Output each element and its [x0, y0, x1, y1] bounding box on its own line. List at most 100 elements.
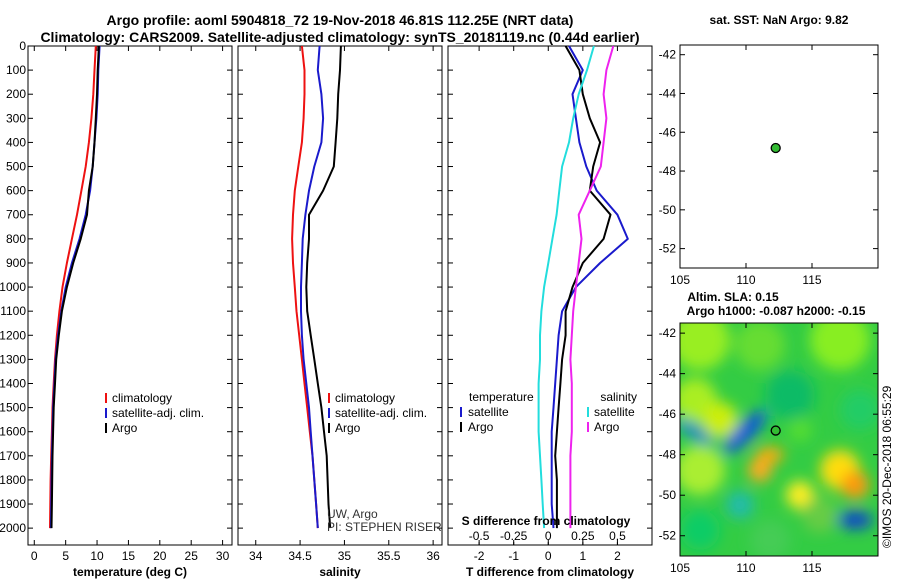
- x-tick-label: 1: [580, 549, 587, 563]
- x2-tick-label: -0.5: [469, 529, 490, 543]
- credit-line1: UW, Argo: [327, 507, 378, 521]
- sst-map-title: sat. SST: NaN Argo: 9.82: [710, 13, 849, 27]
- y-tick-label: 200: [6, 87, 26, 101]
- sla-map-frame: [679, 322, 879, 557]
- y-tick-label: 100: [6, 63, 26, 77]
- y-tick-label: 1700: [0, 449, 26, 463]
- x-tick-label: 15: [122, 549, 136, 563]
- map-y-tick-label: -42: [659, 326, 677, 340]
- map-y-tick-label: -48: [659, 448, 677, 462]
- argo-position-marker: [770, 425, 781, 436]
- sla-blob: [748, 458, 772, 482]
- series-line: [49, 45, 97, 529]
- legend-header-salinity: salinity: [600, 390, 637, 404]
- x-tick-label: 34.5: [288, 549, 312, 563]
- map-y-tick-label: -44: [659, 367, 677, 381]
- sla-blob: [802, 497, 838, 533]
- x-tick-label: 30: [216, 549, 230, 563]
- y-tick-label: 600: [6, 184, 26, 198]
- panel-frame: [447, 45, 653, 546]
- sla-blob: [841, 471, 869, 499]
- x-tick-label: 36: [426, 549, 440, 563]
- x-tick-label: 0: [31, 549, 38, 563]
- map-x-tick-label: 115: [802, 273, 821, 287]
- sla-blob: [680, 445, 725, 495]
- map-y-tick-label: -42: [659, 48, 677, 62]
- x2-tick-label: 0.25: [571, 529, 595, 543]
- legend-entry: Argo: [468, 420, 494, 434]
- series-line: [50, 45, 100, 529]
- sla-blob: [680, 510, 720, 550]
- legend-header-temperature: temperature: [469, 390, 534, 404]
- sla-low-anomaly: [837, 511, 873, 529]
- map-x-tick-label: 105: [670, 273, 690, 287]
- legend-entry: satellite: [468, 405, 509, 419]
- x-tick-label: -1: [508, 549, 519, 563]
- x-axis-label: T difference from climatology: [466, 565, 634, 579]
- plot-title-line2: Climatology: CARS2009. Satellite-adjuste…: [40, 29, 640, 45]
- series-line: [569, 45, 615, 529]
- sla-title-line1: Altim. SLA: 0.15: [687, 290, 779, 304]
- y-tick-label: 400: [6, 135, 26, 149]
- credit-line2: PI: STEPHEN RISER: [327, 520, 442, 534]
- y-tick-label: 2000: [0, 521, 26, 535]
- x-tick-label: -2: [474, 549, 485, 563]
- x-axis-label: temperature (deg C): [73, 565, 187, 579]
- y-tick-label: 800: [6, 232, 26, 246]
- argo-position-marker: [770, 142, 781, 154]
- y-tick-label: 700: [6, 208, 26, 222]
- y-tick-label: 1500: [0, 401, 26, 415]
- sla-low-anomaly: [722, 409, 768, 455]
- map-y-tick-label: -46: [659, 125, 677, 139]
- sla-blob: [680, 323, 730, 370]
- legend-entry: climatology: [335, 391, 395, 405]
- x-tick-label: 5: [62, 549, 69, 563]
- x-tick-label: 25: [185, 549, 199, 563]
- map-y-tick-label: -44: [659, 86, 677, 100]
- sla-low-anomaly: [680, 418, 714, 446]
- legend-entry: Argo: [335, 421, 361, 435]
- panel-frame: [237, 45, 443, 546]
- y-tick-label: 300: [6, 111, 26, 125]
- sla-blob: [840, 390, 878, 430]
- plot-title-line1: Argo profile: aoml 5904818_72 19-Nov-201…: [106, 12, 574, 28]
- x2-tick-label: 0.5: [609, 529, 626, 543]
- sla-heatmap-field: [680, 323, 878, 556]
- y-tick-label: 900: [6, 256, 26, 270]
- sla-blob: [788, 418, 812, 442]
- legend-entry: Argo: [594, 420, 620, 434]
- y-tick-label: 1600: [0, 425, 26, 439]
- legend-entry: Argo: [112, 421, 138, 435]
- copyright-stamp: ©IMOS 20-Dec-2018 06:55:29: [880, 385, 894, 548]
- x2-tick-label: 0: [545, 529, 552, 543]
- sla-blob: [702, 402, 738, 438]
- map-y-tick-label: -52: [659, 242, 677, 256]
- x-tick-label: 20: [153, 549, 167, 563]
- series-line: [305, 45, 342, 529]
- x-tick-label: 35.5: [377, 549, 401, 563]
- x-tick-label: 34: [249, 549, 263, 563]
- sla-blob: [750, 520, 790, 556]
- x-tick-label: 35: [338, 549, 352, 563]
- series-line: [300, 45, 325, 529]
- map-y-tick-label: -48: [659, 164, 677, 178]
- map-y-tick-label: -50: [659, 488, 677, 502]
- sla-blob: [765, 370, 815, 420]
- sst-map-frame: [679, 44, 879, 269]
- x-tick-label: 0: [545, 549, 552, 563]
- legend-entry: climatology: [112, 391, 172, 405]
- legend-entry: satellite-adj. clim.: [335, 406, 427, 420]
- sla-blob: [810, 323, 870, 370]
- map-x-tick-label: 105: [670, 561, 690, 575]
- map-y-tick-label: -46: [659, 407, 677, 421]
- map-x-tick-label: 110: [736, 561, 755, 575]
- y-tick-label: 1200: [0, 328, 26, 342]
- map-x-tick-label: 115: [802, 561, 821, 575]
- y-tick-label: 1000: [0, 280, 26, 294]
- sla-blob: [786, 481, 814, 509]
- x-tick-label: 10: [90, 549, 104, 563]
- y-tick-label: 0: [19, 39, 26, 53]
- map-y-tick-label: -52: [659, 529, 677, 543]
- sla-high-anomaly: [756, 447, 784, 463]
